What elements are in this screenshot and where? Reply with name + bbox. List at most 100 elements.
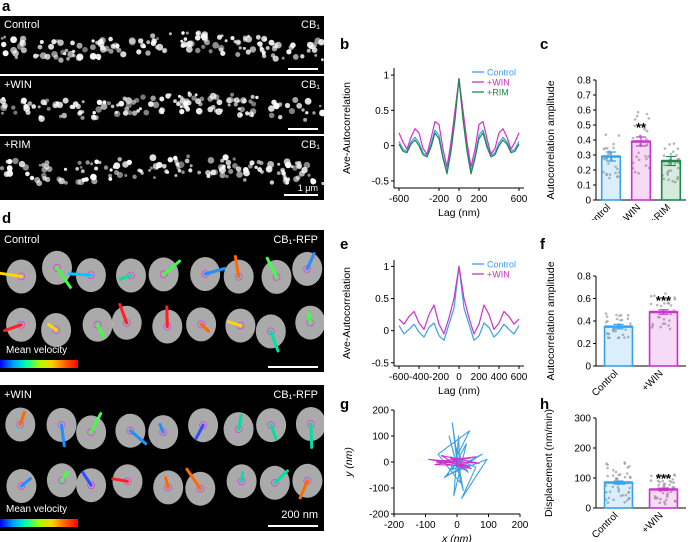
fluorescent-spot bbox=[150, 33, 156, 39]
fluorescent-spot bbox=[159, 107, 164, 112]
fluorescent-spot bbox=[46, 106, 51, 111]
fluorescent-spot bbox=[233, 40, 237, 44]
fluorescent-spot bbox=[255, 34, 261, 40]
data-point bbox=[621, 333, 625, 337]
condition-label: +WIN bbox=[4, 79, 32, 91]
fluorescent-spot bbox=[284, 102, 291, 109]
data-point bbox=[614, 165, 617, 169]
data-point bbox=[673, 473, 676, 476]
fluorescent-spot bbox=[44, 176, 51, 183]
fluorescent-spot bbox=[185, 46, 193, 53]
data-point bbox=[649, 302, 653, 306]
fluorescent-spot bbox=[303, 117, 308, 122]
data-point bbox=[614, 470, 618, 474]
fluorescent-spot bbox=[183, 105, 187, 109]
data-point bbox=[606, 466, 609, 470]
data-point bbox=[674, 180, 677, 184]
velocity-track bbox=[118, 274, 133, 281]
fluorescent-spot bbox=[219, 47, 224, 52]
fluorescent-spot bbox=[61, 112, 67, 119]
fluorescent-spot bbox=[300, 54, 305, 59]
fluorescent-spot bbox=[175, 162, 180, 167]
velocity-track bbox=[164, 476, 170, 489]
x-tick-label: -200 bbox=[384, 520, 404, 531]
data-point bbox=[658, 480, 661, 484]
fluorescent-spot bbox=[58, 57, 64, 63]
data-point bbox=[608, 176, 611, 180]
data-point bbox=[626, 317, 630, 320]
y-tick-label: 0.4 bbox=[577, 136, 591, 147]
fluorescent-spot bbox=[150, 95, 156, 102]
data-point bbox=[668, 483, 671, 487]
fluorescent-spot bbox=[149, 154, 157, 162]
data-point bbox=[604, 321, 608, 324]
fluorescent-spot bbox=[82, 46, 88, 53]
fluorescent-spot bbox=[25, 110, 31, 115]
fluorescent-spot bbox=[296, 163, 302, 170]
x-tick-label: 200 bbox=[471, 372, 488, 383]
fluorescent-spot bbox=[304, 97, 312, 105]
fluorescent-spot bbox=[31, 104, 36, 109]
fluorescent-spot bbox=[55, 101, 60, 105]
fluorescent-spot bbox=[194, 35, 201, 41]
data-point bbox=[612, 142, 615, 146]
velocity-track bbox=[96, 323, 105, 338]
fluorescent-spot bbox=[210, 169, 217, 176]
start-marker bbox=[93, 320, 102, 329]
fluorescent-spot bbox=[175, 101, 181, 107]
fluorescent-spot bbox=[70, 104, 75, 109]
fluorescent-spot bbox=[267, 167, 271, 171]
data-point bbox=[676, 166, 680, 170]
fluorescent-spot bbox=[306, 48, 311, 53]
panel-letter-b: b bbox=[340, 36, 350, 53]
x-tick-label: -400 bbox=[409, 372, 429, 383]
fluorescent-spot bbox=[96, 99, 103, 105]
fluorescent-spot bbox=[222, 154, 229, 161]
velocity-track bbox=[162, 259, 182, 276]
fluorescent-spot bbox=[179, 105, 183, 109]
data-point bbox=[614, 329, 617, 333]
panel-letter-a: a bbox=[2, 0, 11, 15]
data-point bbox=[637, 151, 640, 155]
fluorescent-spot bbox=[268, 105, 275, 112]
legend-label: +WIN bbox=[487, 270, 510, 280]
velocity-track bbox=[233, 255, 241, 279]
data-point bbox=[611, 474, 615, 477]
scale-bar bbox=[284, 194, 318, 196]
data-point bbox=[653, 294, 656, 298]
fluorescent-spot bbox=[225, 174, 229, 179]
y-tick-label: 0.3 bbox=[577, 151, 591, 162]
y-tick-label: 0.6 bbox=[577, 106, 591, 117]
data-point bbox=[602, 157, 606, 161]
fluorescent-spot bbox=[237, 112, 243, 118]
data-point bbox=[650, 474, 653, 478]
fluorescent-spot bbox=[38, 115, 43, 119]
data-point bbox=[651, 322, 654, 326]
data-point bbox=[656, 474, 659, 477]
fluorescent-spot bbox=[103, 165, 109, 170]
legend-label: Control bbox=[487, 68, 516, 78]
data-point bbox=[612, 498, 615, 502]
fluorescent-spot bbox=[108, 173, 113, 178]
data-point bbox=[635, 114, 639, 118]
data-point bbox=[612, 468, 615, 472]
start-marker bbox=[159, 270, 168, 279]
data-point bbox=[666, 493, 669, 497]
velocity-track bbox=[47, 322, 58, 332]
fluorescent-spot bbox=[198, 101, 203, 107]
fluorescent-spot bbox=[285, 180, 290, 185]
y-tick-label: 0.7 bbox=[577, 91, 591, 102]
data-point bbox=[663, 485, 666, 488]
fluorescent-spot bbox=[41, 162, 46, 168]
fluorescent-spot bbox=[140, 43, 146, 49]
fluorescent-spot bbox=[62, 97, 69, 104]
fluorescent-spot bbox=[220, 50, 226, 56]
data-point bbox=[645, 143, 649, 146]
y-tick-label: 0.5 bbox=[375, 106, 389, 117]
fluorescent-spot bbox=[159, 96, 165, 102]
velocity-track bbox=[81, 471, 93, 487]
velocity-track bbox=[273, 469, 289, 485]
fluorescent-spot bbox=[301, 108, 305, 112]
bar-0 bbox=[600, 155, 622, 201]
bar-0 bbox=[603, 325, 634, 367]
